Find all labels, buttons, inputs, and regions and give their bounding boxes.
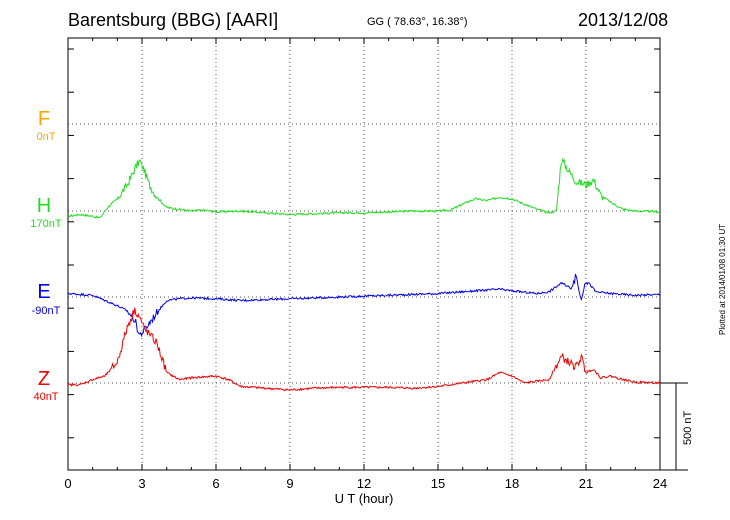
station-coordinates: GG ( 78.63°, 16.38°)	[367, 16, 468, 28]
date-label: 2013/12/08	[578, 10, 669, 30]
x-tick-label: 24	[653, 476, 667, 491]
plotted-timestamp: Plotted at 2014/01/08 01:30 UT	[718, 223, 727, 335]
x-tick-label: 18	[505, 476, 519, 491]
component-f-baseline: 0nT	[36, 131, 56, 143]
component-e-baseline: -90nT	[31, 305, 61, 317]
x-tick-label: 15	[431, 476, 445, 491]
x-tick-label: 21	[579, 476, 593, 491]
x-tick-label: 9	[286, 476, 293, 491]
component-h-letter: H	[36, 195, 52, 217]
component-z-baseline: 40nT	[33, 391, 59, 403]
component-h-baseline: 170nT	[30, 218, 62, 230]
component-f-letter: F	[37, 108, 51, 130]
x-axis-label: U T (hour)	[335, 491, 394, 506]
component-e-letter: E	[37, 281, 51, 303]
component-z-letter: Z	[37, 368, 51, 390]
scale-bar-label: 500 nT	[682, 410, 694, 445]
x-tick-label: 3	[138, 476, 145, 491]
series-line-z	[67, 307, 661, 392]
x-tick-label: 12	[357, 476, 371, 491]
series-line-e	[67, 273, 661, 338]
x-tick-label: 0	[64, 476, 71, 491]
station-title: Barentsburg (BBG) [AARI]	[68, 10, 279, 30]
x-tick-label: 6	[212, 476, 219, 491]
series-line-h	[67, 157, 661, 219]
